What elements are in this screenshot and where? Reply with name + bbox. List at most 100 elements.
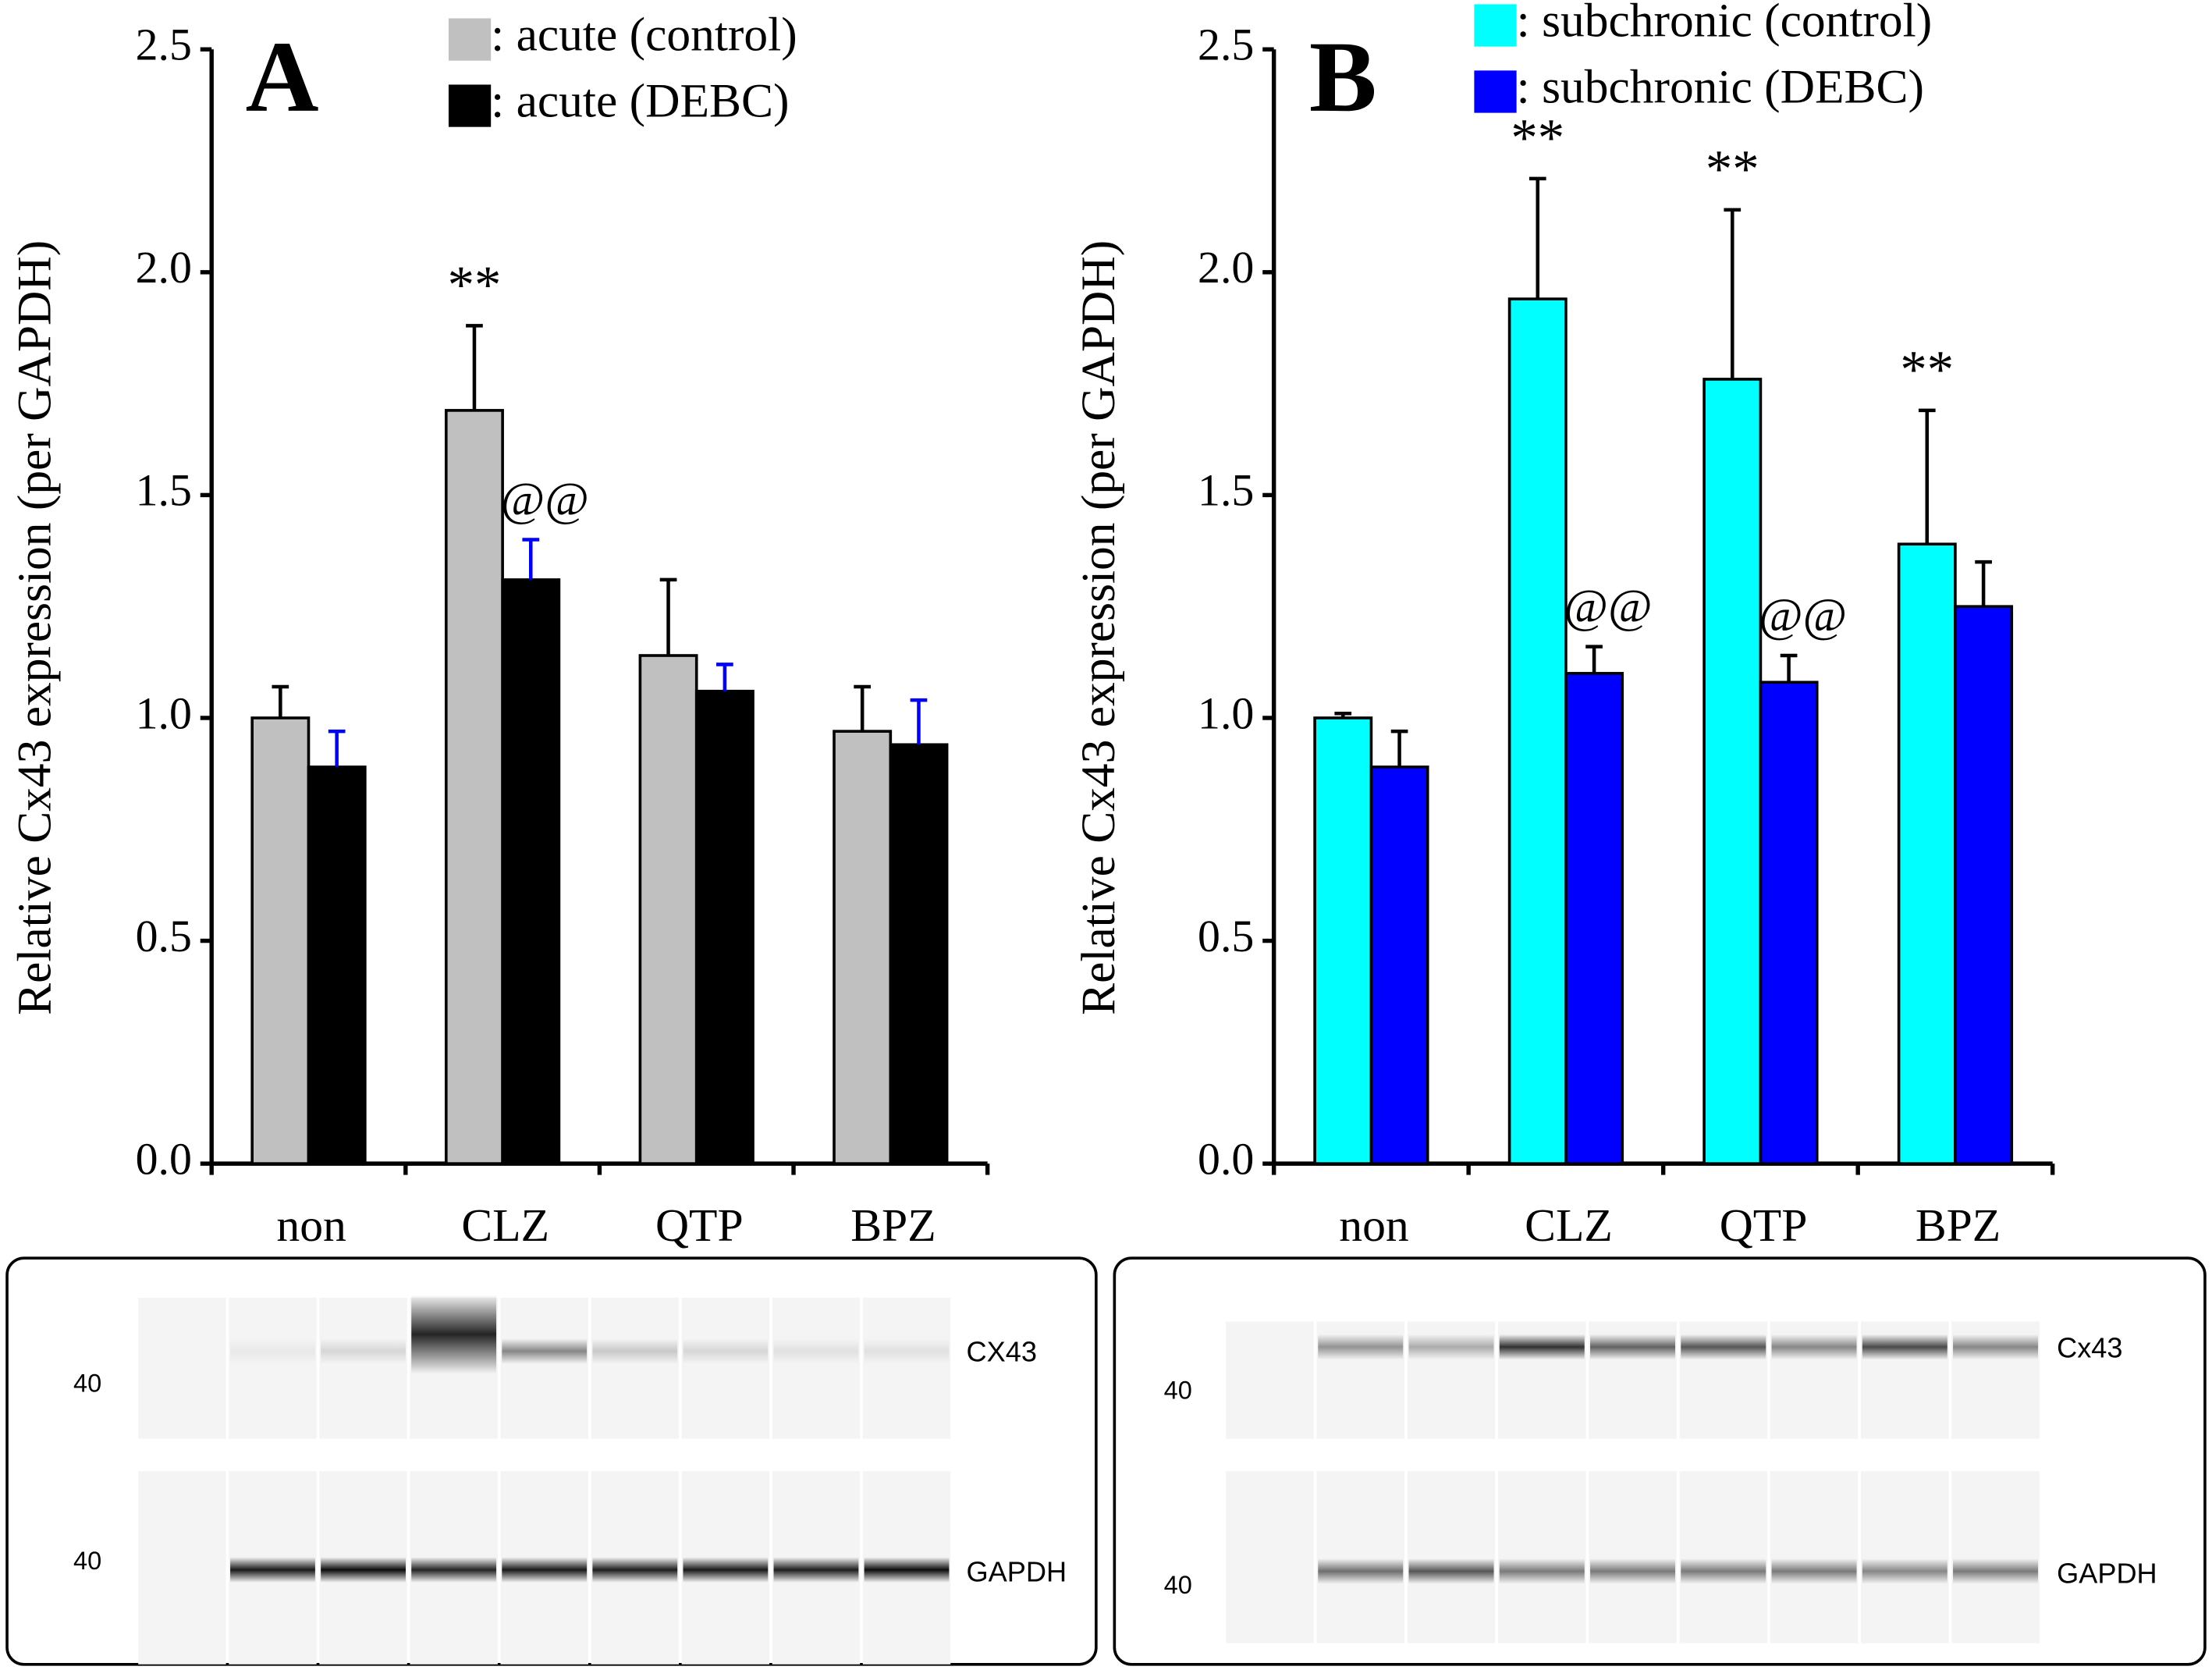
significance-label: ** xyxy=(448,255,502,314)
bar xyxy=(1507,297,1568,1165)
y-tick-label: 2.5 xyxy=(136,20,192,70)
bar xyxy=(444,409,504,1165)
bar xyxy=(1702,378,1763,1165)
bar xyxy=(889,743,949,1165)
blot-band xyxy=(1590,1334,1676,1360)
bar xyxy=(1313,716,1373,1165)
blot-band xyxy=(683,1338,769,1364)
mw-marker: 40 xyxy=(73,1369,101,1397)
blot-band xyxy=(321,1557,406,1583)
legend-label: : acute (control) xyxy=(491,9,797,62)
bar xyxy=(694,689,754,1165)
blot-lane xyxy=(862,1297,951,1439)
y-tick-label: 0.0 xyxy=(136,1133,192,1184)
error-bar xyxy=(1390,729,1408,767)
blot-lane xyxy=(1407,1471,1496,1643)
significance-label: ** xyxy=(1706,139,1759,198)
bar xyxy=(1759,680,1819,1165)
blot-band xyxy=(230,1338,315,1364)
blot-band xyxy=(592,1557,678,1583)
blot-band xyxy=(1771,1558,1857,1584)
blot-band xyxy=(1408,1558,1494,1584)
legend-swatch xyxy=(1474,4,1517,47)
blot-band xyxy=(773,1338,859,1364)
blot-band xyxy=(1590,1558,1676,1584)
band-label: GAPDH xyxy=(967,1556,1067,1588)
blot-band xyxy=(1862,1558,1947,1584)
error-bar xyxy=(1529,176,1546,300)
blot-band xyxy=(1318,1558,1404,1584)
panel-label: B xyxy=(1309,21,1377,133)
x-tick-label: QTP xyxy=(655,1199,744,1251)
blot-band xyxy=(411,1295,497,1374)
blot-lane xyxy=(1770,1471,1859,1643)
blot-lane xyxy=(681,1297,770,1439)
error-bar xyxy=(522,538,540,580)
blot-band xyxy=(864,1338,950,1364)
blot-band xyxy=(1318,1334,1404,1360)
blot-lane xyxy=(138,1471,226,1665)
error-bar xyxy=(659,577,677,656)
blot-lane xyxy=(319,1297,407,1439)
y-tick-label: 0.0 xyxy=(1198,1133,1254,1184)
blot-lane xyxy=(1951,1471,2040,1643)
mw-marker: 40 xyxy=(1164,1571,1192,1599)
significance-label: ** xyxy=(1511,108,1564,167)
band-label: CX43 xyxy=(967,1336,1037,1368)
blot-lane xyxy=(229,1297,317,1439)
y-tick-label: 2.5 xyxy=(1198,20,1254,70)
blot-lane xyxy=(1226,1321,1314,1439)
blot-band xyxy=(773,1557,859,1583)
blot-lane xyxy=(1316,1471,1405,1643)
y-tick-label: 1.5 xyxy=(136,465,192,516)
significance-label: ** xyxy=(1900,339,1954,399)
error-bar xyxy=(854,684,872,732)
bar xyxy=(638,654,698,1165)
blot-band xyxy=(1408,1334,1494,1360)
x-tick-label: non xyxy=(1339,1199,1408,1251)
blot-lane xyxy=(591,1297,680,1439)
legend-swatch xyxy=(1474,70,1517,113)
y-axis-label: Relative Cx43 expression (per GAPDH) xyxy=(1072,240,1125,1015)
blot-band xyxy=(683,1557,769,1583)
blot-band xyxy=(1681,1558,1766,1584)
error-bar xyxy=(1334,712,1352,718)
blot-lane xyxy=(1226,1471,1314,1643)
y-tick-label: 1.0 xyxy=(136,688,192,738)
y-tick-label: 2.0 xyxy=(136,242,192,293)
blot-lane xyxy=(138,1297,226,1439)
blot-lane xyxy=(1679,1471,1768,1643)
blot-band xyxy=(1953,1334,2039,1360)
significance-label: @@ xyxy=(1759,589,1847,642)
legend-swatch xyxy=(448,84,492,127)
error-bar xyxy=(1975,560,1992,607)
bar xyxy=(1954,605,2014,1165)
blot-lane xyxy=(500,1297,588,1439)
blot-lane xyxy=(1860,1471,1949,1643)
significance-label: @@ xyxy=(1564,581,1653,634)
mw-marker: 40 xyxy=(1164,1377,1192,1405)
blot-band xyxy=(1681,1334,1766,1360)
blot-band xyxy=(1771,1334,1857,1360)
x-tick-label: CLZ xyxy=(1525,1199,1613,1251)
blot-band xyxy=(411,1557,497,1583)
blot-lane xyxy=(1497,1471,1586,1643)
error-bar xyxy=(466,324,483,410)
y-tick-label: 0.5 xyxy=(136,911,192,961)
blot-band xyxy=(1862,1334,1947,1360)
error-bar xyxy=(1724,208,1742,379)
blot-band xyxy=(1499,1558,1585,1584)
blot-band xyxy=(864,1557,950,1583)
error-bar xyxy=(1780,653,1798,683)
legend-label: : subchronic (DEBC) xyxy=(1517,61,1924,114)
band-label: GAPDH xyxy=(2057,1557,2157,1589)
error-bar xyxy=(1918,408,1936,545)
blot-band xyxy=(321,1338,406,1364)
significance-label: @@ xyxy=(501,473,589,526)
bar xyxy=(1369,766,1429,1165)
blot-band xyxy=(502,1338,588,1364)
blot-lane xyxy=(772,1297,861,1439)
bar xyxy=(307,766,367,1165)
x-tick-label: QTP xyxy=(1720,1199,1808,1251)
